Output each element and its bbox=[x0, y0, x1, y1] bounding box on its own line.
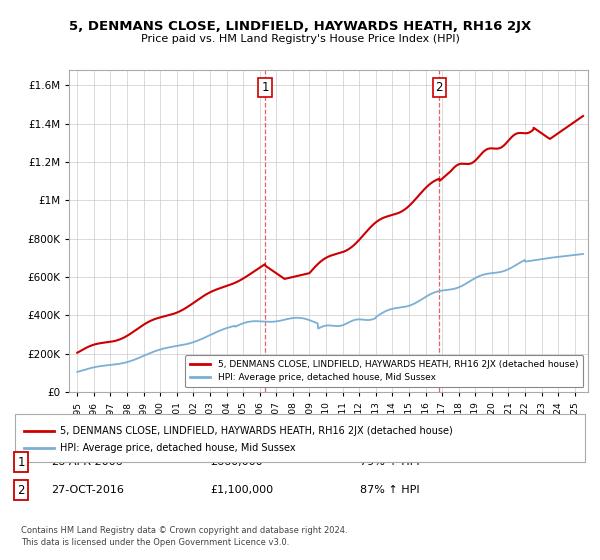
Text: £1,100,000: £1,100,000 bbox=[210, 485, 273, 495]
Text: 5, DENMANS CLOSE, LINDFIELD, HAYWARDS HEATH, RH16 2JX (detached house): 5, DENMANS CLOSE, LINDFIELD, HAYWARDS HE… bbox=[60, 426, 453, 436]
Text: 1: 1 bbox=[17, 455, 25, 469]
Text: 27-OCT-2016: 27-OCT-2016 bbox=[51, 485, 124, 495]
Text: 2: 2 bbox=[17, 483, 25, 497]
Text: Contains HM Land Registry data © Crown copyright and database right 2024.
This d: Contains HM Land Registry data © Crown c… bbox=[21, 526, 347, 547]
Text: 87% ↑ HPI: 87% ↑ HPI bbox=[360, 485, 419, 495]
Text: 2: 2 bbox=[436, 81, 443, 94]
Text: £660,000: £660,000 bbox=[210, 457, 263, 467]
Legend: 5, DENMANS CLOSE, LINDFIELD, HAYWARDS HEATH, RH16 2JX (detached house), HPI: Ave: 5, DENMANS CLOSE, LINDFIELD, HAYWARDS HE… bbox=[185, 355, 583, 388]
Text: 26-APR-2006: 26-APR-2006 bbox=[51, 457, 122, 467]
Text: 79% ↑ HPI: 79% ↑ HPI bbox=[360, 457, 419, 467]
Text: 5, DENMANS CLOSE, LINDFIELD, HAYWARDS HEATH, RH16 2JX: 5, DENMANS CLOSE, LINDFIELD, HAYWARDS HE… bbox=[69, 20, 531, 32]
Text: HPI: Average price, detached house, Mid Sussex: HPI: Average price, detached house, Mid … bbox=[60, 443, 296, 453]
Text: Price paid vs. HM Land Registry's House Price Index (HPI): Price paid vs. HM Land Registry's House … bbox=[140, 34, 460, 44]
Text: 1: 1 bbox=[261, 81, 269, 94]
